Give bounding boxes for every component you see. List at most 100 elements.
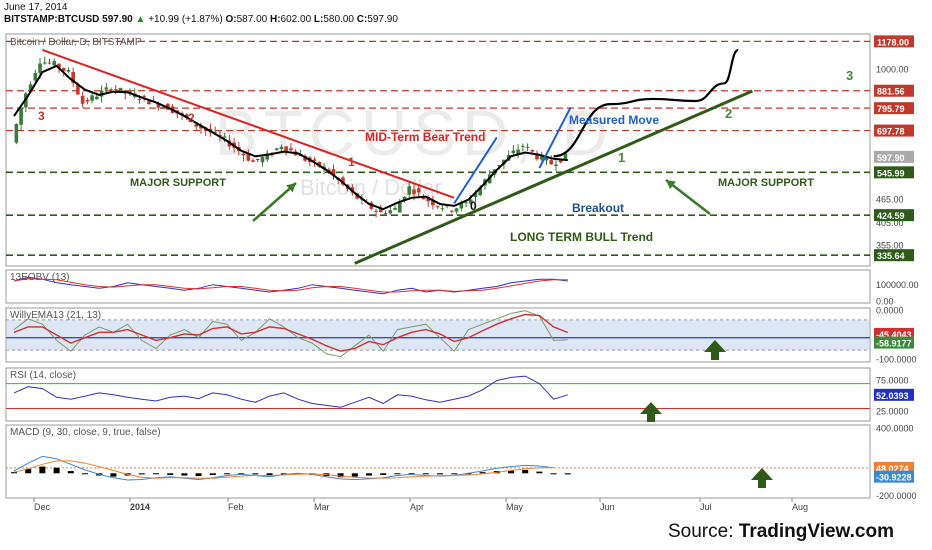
candle-body [279, 146, 284, 149]
candle-body [379, 208, 383, 213]
last-price-label: 597.90 [877, 153, 905, 163]
candle-body [454, 208, 459, 212]
measured-move-leg-2 [538, 106, 572, 169]
candle-body [497, 165, 501, 167]
support-arrow-left-shaft [252, 182, 297, 222]
obv-tick-1: 0.00 [876, 296, 894, 306]
candle-body [478, 187, 483, 196]
indicator-pane-frame-1 [5, 307, 871, 363]
candle-body [421, 197, 426, 200]
candle-body [535, 153, 539, 160]
willy-title: WillyEMA13 (21, 13) [10, 310, 101, 321]
low-value: 580.00 [323, 14, 354, 25]
source-prefix: Source: [668, 521, 734, 542]
symbol-name: BITSTAMP:BTCUSD [4, 14, 100, 25]
macd-histogram-bar [536, 471, 543, 474]
obv-ma-line [13, 278, 568, 293]
annotation-1: MAJOR SUPPORT [718, 177, 814, 189]
candle-body [90, 95, 94, 101]
macd-histogram-bar [564, 473, 571, 475]
main-pane-frame [5, 33, 871, 267]
obv-tick-0: 100000.00 [876, 280, 919, 290]
open-value: 587.00 [236, 14, 268, 25]
macd-histogram-bar [266, 473, 273, 476]
rsi-line [13, 375, 568, 408]
support-arrow-left-head [286, 183, 296, 193]
macd-histogram-bar [209, 473, 216, 475]
macd-histogram-bar [195, 473, 202, 477]
willy-line [13, 310, 568, 358]
macd-histogram-bar [252, 473, 259, 475]
macd-histogram-bar [67, 471, 74, 474]
willy-band [7, 319, 869, 351]
rsi-title: RSI (14, close) [10, 370, 76, 381]
price-level-badge-4 [874, 166, 914, 179]
candle-body [33, 73, 38, 81]
candle-body [539, 155, 544, 160]
bull-trend-label: LONG TERM BULL Trend [510, 230, 653, 244]
rsi-tick-0: 75.0000 [876, 375, 909, 385]
main-y-tick-2: 405.00 [876, 218, 904, 228]
price-level-label-2: 795.79 [877, 104, 905, 114]
price-level-label-3: 697.78 [877, 127, 905, 137]
macd-histogram-bar [181, 473, 188, 476]
candle-body [76, 84, 80, 95]
candle-body [137, 98, 142, 100]
candle-body [521, 145, 525, 147]
price-level-label-6: 335.64 [877, 251, 905, 261]
candle-body [407, 186, 412, 195]
annotation-0: MAJOR SUPPORT [130, 177, 226, 189]
x-tick-3: Mar [314, 502, 330, 512]
high-label: H: [269, 14, 281, 25]
rsi-value: 52.0393 [876, 391, 909, 401]
candle-body [440, 208, 445, 210]
projection-path [553, 48, 739, 158]
indicator-pane-frame-3 [5, 424, 871, 499]
price-level-label-4: 545.99 [877, 168, 905, 178]
candle-body [28, 84, 33, 92]
macd-title: MACD (9, 30, close, 9, true, false) [10, 427, 161, 438]
candle-body [331, 169, 336, 176]
candle-body [397, 201, 402, 213]
support-arrow-right-shaft [665, 178, 711, 216]
low-label: L: [313, 14, 324, 25]
up-triangle-icon: ▲ [135, 14, 146, 25]
candle-body [260, 157, 265, 163]
x-tick-5: May [506, 502, 524, 512]
macd-tick-1: -200.0000 [876, 491, 917, 501]
macd-histogram-bar [53, 467, 60, 474]
candle-body [516, 149, 520, 154]
candle-body [57, 63, 61, 69]
macd-histogram-bar [224, 473, 230, 475]
candle-body [435, 206, 440, 208]
rsi-value-bg [874, 388, 914, 401]
macd-histogram-bar [366, 473, 372, 476]
candle-body [142, 95, 146, 97]
bull-trend-line [354, 89, 753, 265]
snapshot-date: June 17, 2014 [4, 2, 68, 13]
measured-move-label: Measured Move [569, 113, 659, 127]
main-chart-title: Bitcoin / Dollar, D, BITSTAMP [10, 37, 142, 48]
last-price-badge [874, 150, 914, 163]
main-y-tick-3: 355.00 [876, 241, 904, 251]
x-tick-7: Jul [700, 502, 712, 512]
candle-body [80, 95, 85, 104]
candle-body [274, 148, 279, 150]
macd-up-arrow-icon [751, 468, 773, 488]
macd-histogram-bar [422, 473, 429, 475]
open-label: O: [225, 14, 237, 25]
macd-histogram-bar [238, 473, 245, 475]
support-arrow-right-head [666, 180, 676, 190]
price-level-badge-1 [874, 84, 914, 97]
candle-body [14, 124, 19, 143]
candle-body [416, 188, 421, 193]
annotation-3: 3 [38, 109, 45, 123]
candle-body [222, 136, 227, 138]
obv-title: 13EOBV (13) [10, 272, 69, 283]
macd-histogram-bar [508, 470, 514, 474]
candle-body [213, 131, 217, 133]
annotation-8: 2 [725, 106, 732, 121]
macd-histogram-bar [167, 473, 174, 475]
macd-histogram-bar [138, 473, 145, 475]
